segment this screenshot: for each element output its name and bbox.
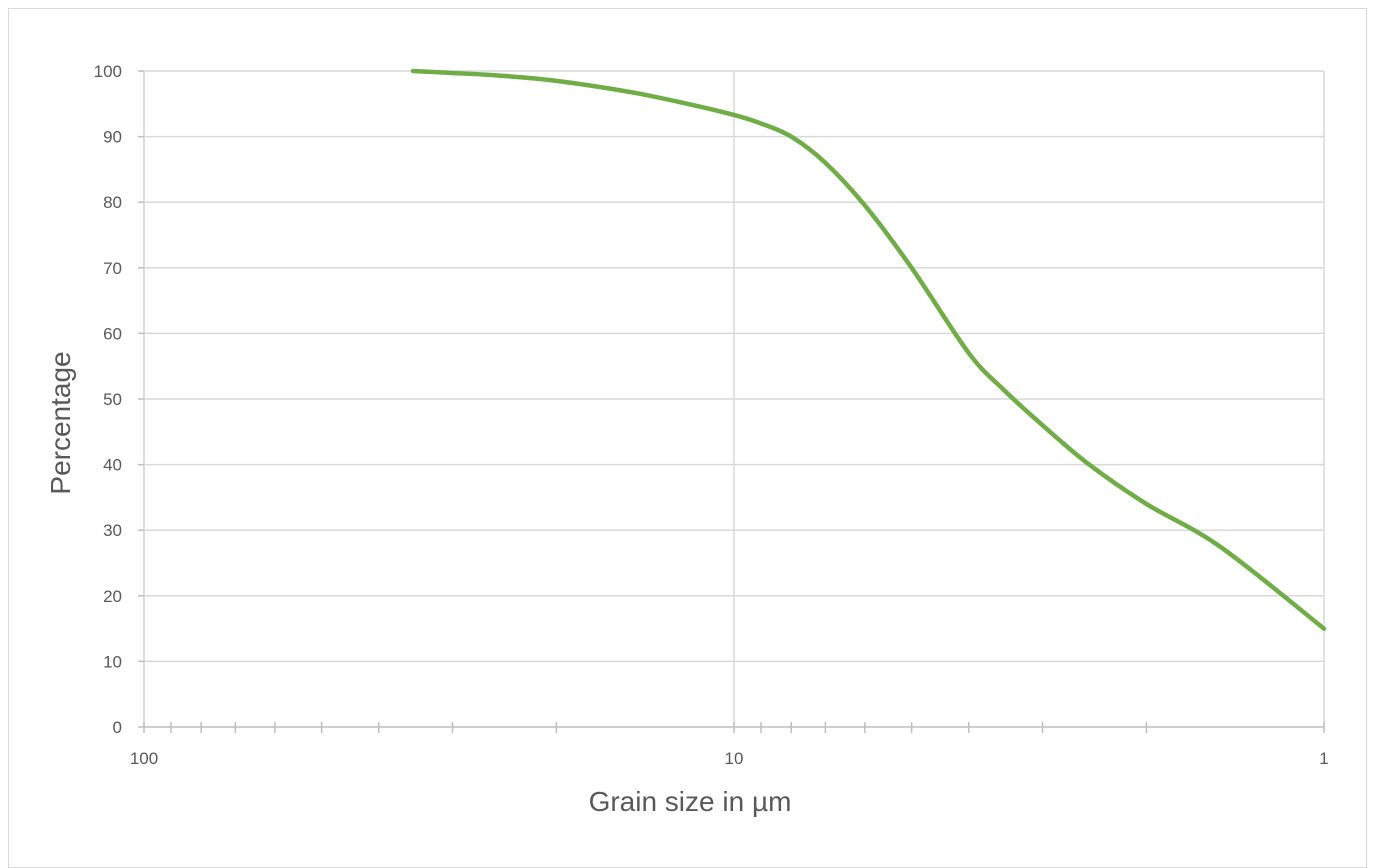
y-tick-label: 30 [103,521,122,540]
y-tick-label: 90 [103,128,122,147]
x-tick-label: 10 [725,749,744,768]
series-line [410,68,1327,631]
y-tick-label: 70 [103,259,122,278]
x-axis-title: Grain size in µm [589,786,792,817]
y-axis-title: Percentage [45,351,76,494]
x-tick-label: 1 [1319,749,1328,768]
gridlines [143,70,1325,727]
data-series [410,68,1327,631]
y-tick-label: 60 [103,324,122,343]
chart-frame [8,8,1367,868]
y-tick-label: 40 [103,456,122,475]
y-tick-labels: 0 10 20 30 40 50 60 70 80 90 100 [94,62,122,737]
y-tick-label: 10 [103,652,122,671]
x-tick-labels: 100 10 1 [130,749,1329,768]
axes [138,70,1325,733]
y-tick-label: 80 [103,193,122,212]
y-tick-label: 50 [103,390,122,409]
y-tick-label: 0 [113,718,122,737]
y-tick-label: 100 [94,62,122,81]
x-tick-label: 100 [130,749,158,768]
y-tick-label: 20 [103,587,122,606]
